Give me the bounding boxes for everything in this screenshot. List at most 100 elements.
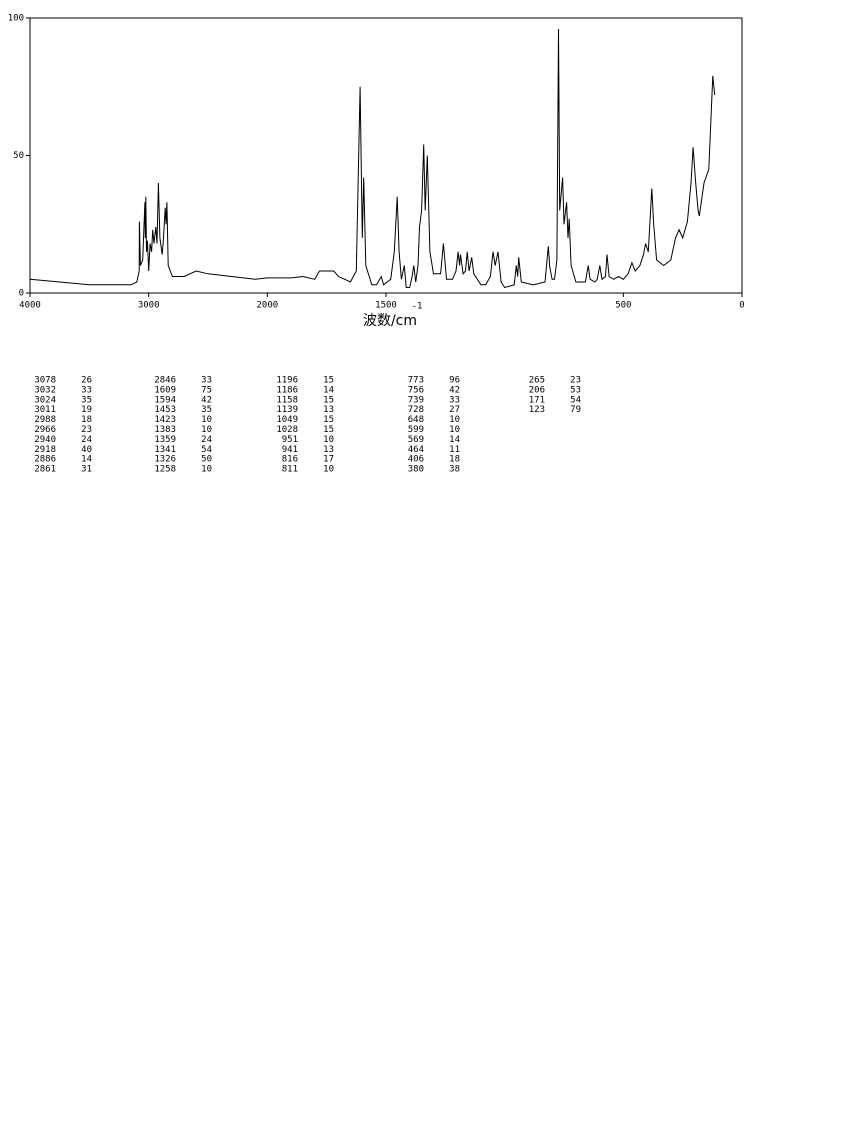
x-tick-label: 4000: [19, 301, 41, 311]
peak-wavenumber: 2861: [34, 465, 56, 475]
peak-intensity: 10: [201, 465, 212, 475]
peak-wavenumber: 2988: [34, 415, 56, 425]
peak-wavenumber: 1196: [276, 376, 298, 386]
plot-frame: [29, 17, 743, 294]
peak-wavenumber: 1341: [154, 445, 176, 455]
peak-intensity: 35: [201, 405, 212, 415]
peak-intensity: 10: [201, 415, 212, 425]
peak-intensity: 17: [323, 455, 334, 465]
peak-wavenumber: 206: [529, 385, 545, 395]
peak-intensity: 54: [201, 445, 212, 455]
peak-intensity: 18: [81, 415, 92, 425]
peak-intensity: 14: [449, 435, 460, 445]
peak-intensity: 10: [323, 465, 334, 475]
peak-wavenumber: 2846: [154, 376, 176, 386]
peak-wavenumber: 816: [282, 455, 298, 465]
peak-intensity: 23: [570, 376, 581, 386]
peak-intensity: 13: [323, 405, 334, 415]
peak-wavenumber: 951: [282, 435, 298, 445]
peak-wavenumber: 569: [408, 435, 424, 445]
peak-intensity: 10: [449, 425, 460, 435]
peak-intensity: 33: [449, 395, 460, 405]
peak-wavenumber: 406: [408, 455, 424, 465]
peak-wavenumber: 3078: [34, 376, 56, 386]
peak-intensity: 15: [323, 415, 334, 425]
peak-wavenumber: 2966: [34, 425, 56, 435]
peak-intensity: 50: [201, 455, 212, 465]
peak-intensity: 11: [449, 445, 460, 455]
peak-wavenumber: 123: [529, 405, 545, 415]
peak-wavenumber: 2940: [34, 435, 56, 445]
peak-wavenumber: 1594: [154, 395, 176, 405]
peak-wavenumber: 1186: [276, 385, 298, 395]
peak-wavenumber: 1028: [276, 425, 298, 435]
x-axis-label: 波数/cm: [363, 313, 417, 329]
peak-wavenumber: 1383: [154, 425, 176, 435]
peak-wavenumber: 380: [408, 465, 424, 475]
peak-wavenumber: 1139: [276, 405, 298, 415]
peak-wavenumber: 464: [408, 445, 424, 455]
peak-intensity: 10: [449, 415, 460, 425]
peak-intensity: 31: [81, 465, 92, 475]
x-axis-label-sup: -1: [412, 302, 423, 312]
peak-wavenumber: 756: [408, 385, 424, 395]
peak-wavenumber: 728: [408, 405, 424, 415]
peak-intensity: 14: [81, 455, 92, 465]
peak-intensity: 15: [323, 425, 334, 435]
peak-wavenumber: 1326: [154, 455, 176, 465]
x-tick-label: 3000: [138, 301, 160, 311]
peak-intensity: 79: [570, 405, 581, 415]
peak-wavenumber: 171: [529, 395, 545, 405]
peak-wavenumber: 739: [408, 395, 424, 405]
peak-wavenumber: 1453: [154, 405, 176, 415]
peak-wavenumber: 941: [282, 445, 298, 455]
peak-intensity: 10: [201, 425, 212, 435]
peak-wavenumber: 265: [529, 376, 545, 386]
peak-intensity: 26: [81, 376, 92, 386]
peak-intensity: 18: [449, 455, 460, 465]
peak-wavenumber: 3011: [34, 405, 56, 415]
peak-wavenumber: 1609: [154, 385, 176, 395]
peak-wavenumber: 3032: [34, 385, 56, 395]
peak-intensity: 15: [323, 376, 334, 386]
spectrum-line: [29, 28, 716, 289]
peak-wavenumber: 1423: [154, 415, 176, 425]
y-tick-label: 0: [19, 289, 24, 299]
peak-intensity: 10: [323, 435, 334, 445]
peak-intensity: 53: [570, 385, 581, 395]
peak-intensity: 27: [449, 405, 460, 415]
peak-intensity: 24: [81, 435, 92, 445]
peak-intensity: 75: [201, 385, 212, 395]
peak-intensity: 24: [201, 435, 212, 445]
x-tick-label: 2000: [256, 301, 278, 311]
y-tick-label: 100: [8, 14, 24, 24]
peak-intensity: 23: [81, 425, 92, 435]
peak-wavenumber: 648: [408, 415, 424, 425]
peak-intensity: 40: [81, 445, 92, 455]
peak-wavenumber: 773: [408, 376, 424, 386]
peak-intensity: 35: [81, 395, 92, 405]
peak-wavenumber: 2918: [34, 445, 56, 455]
peak-wavenumber: 599: [408, 425, 424, 435]
x-tick-label: 1500: [375, 301, 397, 311]
peak-wavenumber: 1049: [276, 415, 298, 425]
peak-intensity: 19: [81, 405, 92, 415]
peak-intensity: 54: [570, 395, 581, 405]
x-tick-label: 0: [739, 301, 744, 311]
peak-intensity: 42: [449, 385, 460, 395]
peak-wavenumber: 1359: [154, 435, 176, 445]
peak-wavenumber: 811: [282, 465, 298, 475]
peak-wavenumber: 2886: [34, 455, 56, 465]
peak-intensity: 96: [449, 376, 460, 386]
peak-intensity: 13: [323, 445, 334, 455]
peak-intensity: 14: [323, 385, 334, 395]
peak-intensity: 42: [201, 395, 212, 405]
peak-intensity: 33: [201, 376, 212, 386]
x-tick-label: 500: [615, 301, 631, 311]
peak-intensity: 15: [323, 395, 334, 405]
peak-wavenumber: 1158: [276, 395, 298, 405]
peak-intensity: 33: [81, 385, 92, 395]
y-tick-label: 50: [13, 151, 24, 161]
